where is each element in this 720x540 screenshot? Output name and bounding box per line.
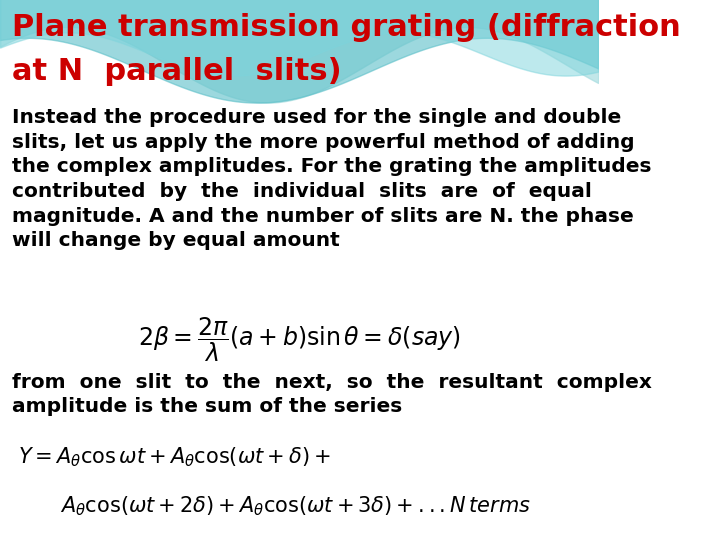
Text: $Y = A_{\theta}\cos\omega t + A_{\theta}\cos(\omega t+\delta)+$: $Y = A_{\theta}\cos\omega t + A_{\theta}…: [18, 446, 330, 469]
Text: from  one  slit  to  the  next,  so  the  resultant  complex
amplitude is the su: from one slit to the next, so the result…: [12, 373, 652, 416]
Text: Instead the procedure used for the single and double
slits, let us apply the mor: Instead the procedure used for the singl…: [12, 108, 652, 251]
Text: at N  parallel  slits): at N parallel slits): [12, 57, 341, 86]
Text: Plane transmission grating (diffraction: Plane transmission grating (diffraction: [12, 14, 680, 43]
Text: $2\beta = \dfrac{2\pi}{\lambda}(a+b)\sin\theta = \delta(say)$: $2\beta = \dfrac{2\pi}{\lambda}(a+b)\sin…: [138, 316, 461, 364]
Text: $A_{\theta}\cos(\omega t+2\delta)+A_{\theta}\cos(\omega t+3\delta)+...N\,terms$: $A_{\theta}\cos(\omega t+2\delta)+A_{\th…: [60, 494, 531, 518]
